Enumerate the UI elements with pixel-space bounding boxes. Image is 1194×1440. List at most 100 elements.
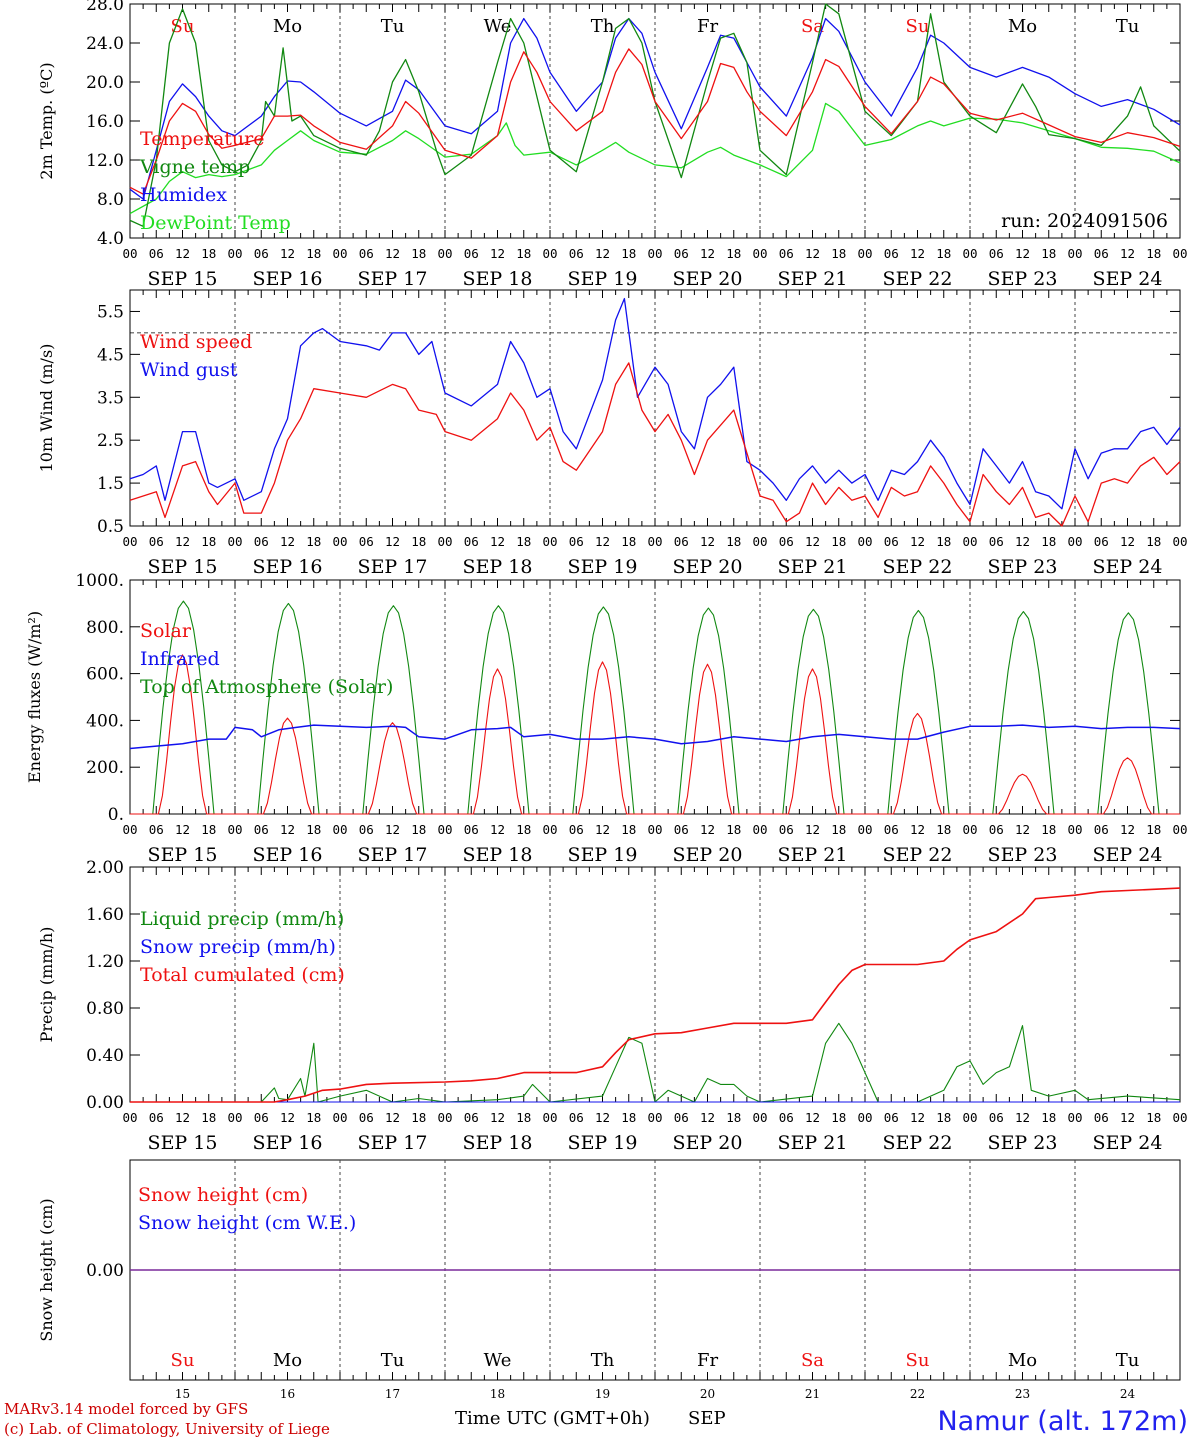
hour-tick-label: 12 xyxy=(910,822,925,837)
series-line xyxy=(130,887,1181,1103)
hour-tick-label: 12 xyxy=(385,534,400,549)
day-number-label: 18 xyxy=(490,1387,505,1401)
hour-tick-label: 06 xyxy=(359,534,374,549)
hour-tick-label: 06 xyxy=(779,246,794,261)
x-axis-month: SEP xyxy=(688,1408,726,1429)
hour-tick-label: 12 xyxy=(700,534,715,549)
hour-tick-label: 00 xyxy=(332,246,347,261)
y-tick-label: 1.20 xyxy=(86,952,124,972)
series-line xyxy=(129,724,1181,750)
hour-tick-label: 12 xyxy=(805,1110,820,1125)
lab-credit: (c) Lab. of Climatology, University of L… xyxy=(4,1420,330,1438)
hour-tick-label: 18 xyxy=(621,1110,636,1125)
hour-tick-label: 12 xyxy=(490,534,505,549)
hour-tick-label: 12 xyxy=(1120,1110,1135,1125)
hour-tick-label: 12 xyxy=(1015,822,1030,837)
hour-tick-label: 18 xyxy=(621,822,636,837)
date-label: SEP 16 xyxy=(253,556,323,578)
y-axis-label: 10m Wind (m/s) xyxy=(37,344,56,473)
hour-tick-label: 00 xyxy=(1067,822,1082,837)
date-label: SEP 19 xyxy=(568,268,638,290)
hour-tick-label: 06 xyxy=(1094,1110,1109,1125)
series-line xyxy=(130,654,1180,815)
hour-tick-label: 00 xyxy=(647,534,662,549)
hour-tick-label: 00 xyxy=(227,822,242,837)
hour-tick-label: 00 xyxy=(647,246,662,261)
legend-item: Temperature xyxy=(140,128,264,150)
hour-tick-label: 18 xyxy=(1041,1110,1056,1125)
day-name-label: Th xyxy=(591,16,615,37)
hour-tick-label: 18 xyxy=(201,822,216,837)
panel-4: 00 06 12 18 00 06 12 18 00 06 12 18 00 06 12 18 00 06 12 18… xyxy=(37,858,1188,1154)
hour-tick-label: 00 xyxy=(962,822,977,837)
hour-tick-label: 06 xyxy=(884,534,899,549)
hour-tick-label: 12 xyxy=(385,1110,400,1125)
hour-tick-label: 06 xyxy=(779,822,794,837)
hour-tick-label: 18 xyxy=(516,1110,531,1125)
legend-item: Snow height (cm W.E.) xyxy=(138,1212,356,1234)
day-number-label: 15 xyxy=(175,1387,190,1401)
hour-tick-label: 12 xyxy=(490,822,505,837)
hour-tick-label: 06 xyxy=(149,246,164,261)
hour-tick-label: 00 xyxy=(227,534,242,549)
date-label: SEP 20 xyxy=(673,844,743,866)
date-label: SEP 21 xyxy=(778,268,848,290)
hour-tick-label: 12 xyxy=(805,822,820,837)
day-name-label: Sa xyxy=(801,1350,824,1371)
hour-tick-label: 12 xyxy=(700,1110,715,1125)
y-tick-label: 0. xyxy=(108,805,124,825)
hour-tick-label: 06 xyxy=(1094,534,1109,549)
date-label: SEP 23 xyxy=(988,556,1058,578)
series-line xyxy=(129,362,1181,527)
hour-tick-label: 12 xyxy=(910,246,925,261)
panel-2: 00 06 12 18 00 06 12 18 00 06 12 18 00 06 12 18 00 06 12 18… xyxy=(37,289,1188,578)
hour-tick-label: 12 xyxy=(280,822,295,837)
day-name-label: Fr xyxy=(697,1350,718,1371)
y-tick-label: 600. xyxy=(86,665,124,685)
series-line xyxy=(129,3,1181,227)
hour-tick-label: 06 xyxy=(464,246,479,261)
hour-tick-label: 18 xyxy=(201,1110,216,1125)
hour-tick-label: 18 xyxy=(1146,1110,1161,1125)
y-tick-label: 0.00 xyxy=(86,1261,124,1281)
y-tick-label: 400. xyxy=(86,711,124,731)
hour-tick-label: 18 xyxy=(1146,822,1161,837)
hour-tick-label: 12 xyxy=(1120,246,1135,261)
hour-tick-label: 00 xyxy=(542,246,557,261)
date-label: SEP 23 xyxy=(988,1132,1058,1154)
day-number-label: 23 xyxy=(1015,1387,1030,1401)
hour-tick-label: 06 xyxy=(779,1110,794,1125)
y-tick-label: 0.00 xyxy=(86,1093,124,1113)
date-label: SEP 16 xyxy=(253,268,323,290)
day-name-label: Fr xyxy=(697,16,718,37)
hour-tick-label: 12 xyxy=(385,822,400,837)
hour-tick-label: 12 xyxy=(595,822,610,837)
hour-tick-label: 18 xyxy=(936,822,951,837)
hour-tick-label: 06 xyxy=(674,1110,689,1125)
hour-tick-label: 00 xyxy=(752,1110,767,1125)
hour-tick-label: 06 xyxy=(464,822,479,837)
hour-tick-label: 06 xyxy=(569,534,584,549)
hour-tick-label: 12 xyxy=(1015,246,1030,261)
hour-tick-label: 12 xyxy=(805,246,820,261)
hour-tick-label: 12 xyxy=(700,822,715,837)
date-label: SEP 17 xyxy=(358,844,428,866)
legend-item: Liquid precip (mm/h) xyxy=(140,908,344,930)
hour-tick-label: 06 xyxy=(884,822,899,837)
hour-tick-label: 00 xyxy=(227,1110,242,1125)
hour-tick-label: 00 xyxy=(542,822,557,837)
date-label: SEP 23 xyxy=(988,844,1058,866)
date-label: SEP 17 xyxy=(358,1132,428,1154)
hour-tick-label: 12 xyxy=(490,246,505,261)
date-label: SEP 15 xyxy=(148,844,218,866)
hour-tick-label: 06 xyxy=(359,822,374,837)
legend-item: DewPoint Temp xyxy=(140,212,291,234)
hour-tick-label: 06 xyxy=(674,534,689,549)
hour-tick-label: 12 xyxy=(175,822,190,837)
hour-tick-label: 00 xyxy=(1172,822,1187,837)
y-axis-label: Snow height (cm) xyxy=(37,1198,56,1341)
date-label: SEP 22 xyxy=(883,268,953,290)
hour-tick-label: 00 xyxy=(122,534,137,549)
hour-tick-label: 18 xyxy=(1146,534,1161,549)
